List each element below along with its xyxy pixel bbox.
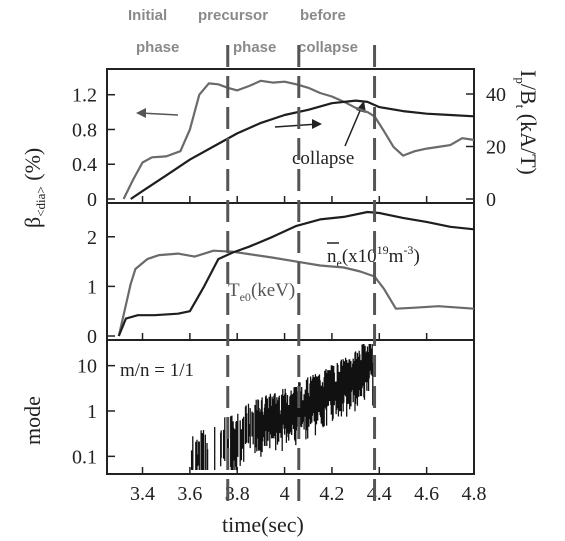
arrow-ip-right-head bbox=[312, 119, 322, 129]
series-layer bbox=[117, 79, 475, 337]
series-ip-bt bbox=[130, 99, 475, 200]
mode-noise-layer bbox=[190, 344, 374, 470]
top-ytick-label: 0.4 bbox=[72, 154, 97, 176]
top-y2label: Ip/Bt (kA/T) bbox=[513, 70, 541, 175]
series-ne bbox=[117, 210, 475, 337]
arrows bbox=[136, 101, 366, 147]
phase-initial-line2: phase bbox=[136, 39, 179, 56]
phase-lines bbox=[226, 45, 377, 508]
top-y2tick-label: 20 bbox=[486, 137, 506, 159]
series-mode-11 bbox=[190, 344, 374, 470]
bottom-ylabel: mode bbox=[20, 396, 45, 445]
xtick-label: 4 bbox=[280, 483, 290, 505]
bottom-ytick-label: 1 bbox=[87, 401, 97, 423]
xtick-label: 4.8 bbox=[462, 483, 487, 505]
top-ytick-label: 0 bbox=[87, 189, 97, 211]
phase-labels: Initial phase precursor phase before col… bbox=[128, 7, 358, 56]
arrow-collapse bbox=[344, 105, 363, 147]
panel-top-frame bbox=[106, 68, 475, 204]
series-beta-dia bbox=[122, 79, 475, 200]
xtick-label: 3.6 bbox=[177, 483, 202, 505]
middle-ytick-label: 1 bbox=[87, 276, 97, 298]
phase-before-line2: collapse bbox=[298, 39, 358, 56]
phase-initial-line1: Initial bbox=[128, 7, 167, 24]
xtick-label: 3.8 bbox=[225, 483, 250, 505]
arrow-ip-right bbox=[274, 123, 319, 128]
xtick-label: 4.4 bbox=[367, 483, 392, 505]
bottom-ytick-label: 10 bbox=[77, 356, 97, 378]
te0-label: Te0(keV) bbox=[228, 280, 295, 304]
top-y2tick-label: 0 bbox=[486, 189, 496, 211]
arrow-beta-left-head bbox=[136, 108, 146, 118]
middle-ytick-label: 0 bbox=[87, 326, 97, 348]
bottom-ytick-label: 0.1 bbox=[72, 446, 97, 468]
top-ytick-label: 1.2 bbox=[72, 85, 97, 107]
series-te0 bbox=[117, 249, 475, 337]
phase-precursor-line1: precursor bbox=[198, 7, 268, 24]
phase-before-line1: before bbox=[300, 7, 346, 24]
top-y2tick-label: 40 bbox=[486, 84, 506, 106]
x-axis-label: time(sec) bbox=[222, 512, 304, 537]
annotation-mode: m/n = 1/1 bbox=[120, 360, 194, 381]
phase-precursor-line2: phase bbox=[233, 39, 276, 56]
annotation-collapse: collapse bbox=[292, 148, 354, 169]
panel-bottom-frame bbox=[106, 339, 475, 475]
xtick-label: 4.6 bbox=[414, 483, 439, 505]
panel-middle-frame bbox=[106, 202, 475, 341]
arrow-beta-left bbox=[139, 112, 179, 116]
middle-ytick-label: 2 bbox=[87, 227, 97, 249]
xtick-label: 3.4 bbox=[130, 483, 155, 505]
ne-label: ne(x1019m-3) bbox=[327, 243, 420, 270]
xtick-label: 4.2 bbox=[319, 483, 344, 505]
top-ytick-label: 0.8 bbox=[72, 119, 97, 141]
top-ylabel: β<dia> (%) bbox=[20, 148, 48, 228]
